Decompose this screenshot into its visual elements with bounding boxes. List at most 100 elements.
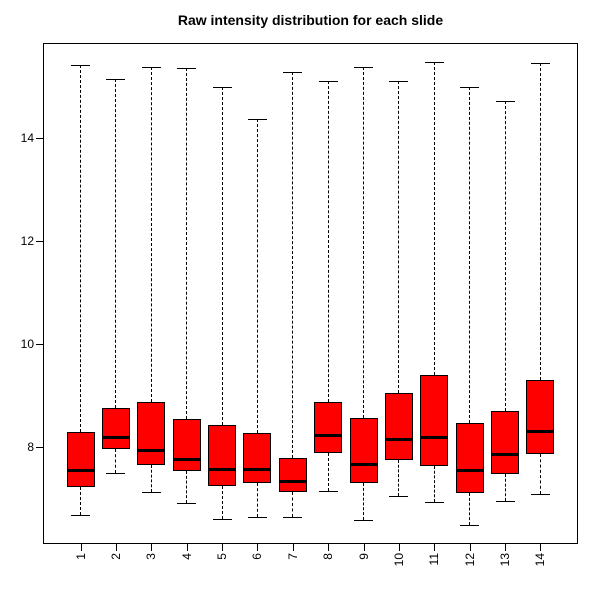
slide-2-box: [101, 407, 130, 449]
slide-9-upper-whisker: [363, 67, 365, 418]
slide-10-median-line: [384, 438, 413, 442]
x-axis-tick-label: 12: [462, 553, 477, 567]
x-axis-tick: [115, 544, 117, 551]
slide-14-upper-whisker: [539, 62, 541, 381]
slide-9-upper-whisker-cap: [354, 67, 374, 69]
plot-area: [43, 43, 578, 544]
y-axis-tick: [36, 344, 43, 346]
slide-8-median-line: [314, 434, 343, 438]
y-axis-tick-label: 8: [27, 440, 34, 455]
x-axis-tick-label: 5: [215, 553, 230, 560]
x-axis-tick-label: 14: [533, 553, 548, 567]
slide-10-box: [384, 393, 413, 460]
x-axis-tick: [469, 544, 471, 551]
x-axis-tick-label: 3: [144, 553, 159, 560]
y-axis-tick: [36, 447, 43, 449]
slide-4-upper-whisker: [186, 67, 188, 420]
slide-10-upper-whisker-cap: [389, 80, 409, 82]
slide-1-lower-whisker: [80, 487, 81, 516]
slide-1-upper-whisker-cap: [71, 64, 90, 66]
slide-6-median-line: [243, 468, 272, 472]
slide-14-lower-whisker-cap: [530, 493, 550, 495]
x-axis-tick-label: 6: [250, 553, 265, 560]
slide-14-upper-whisker-cap: [530, 62, 550, 64]
slide-2-upper-whisker-cap: [106, 78, 126, 80]
y-axis-tick-label: 10: [20, 337, 34, 352]
slide-6-lower-whisker-cap: [247, 516, 267, 518]
slide-1-upper-whisker: [80, 64, 81, 432]
slide-12-upper-whisker-cap: [460, 87, 480, 89]
slide-11-upper-whisker: [433, 61, 435, 375]
slide-4-lower-whisker-cap: [177, 502, 197, 504]
slide-11-lower-whisker-cap: [424, 501, 444, 503]
slide-10-upper-whisker: [398, 80, 400, 394]
slide-14-median-line: [526, 429, 555, 433]
x-axis-tick-label: 8: [321, 553, 336, 560]
slide-4-lower-whisker: [186, 471, 188, 503]
x-axis-tick: [257, 544, 259, 551]
slide-10-lower-whisker-cap: [389, 496, 409, 498]
slide-13-median-line: [491, 453, 520, 457]
slide-1-box: [66, 431, 95, 488]
x-axis-tick: [328, 544, 330, 551]
y-axis-tick-label: 14: [20, 131, 34, 146]
slide-14-lower-whisker: [539, 454, 541, 494]
slide-2-lower-whisker: [115, 448, 117, 473]
x-axis-tick-label: 9: [356, 553, 371, 560]
x-axis-tick-label: 1: [73, 553, 88, 560]
x-axis-tick: [363, 544, 365, 551]
slide-3-upper-whisker: [150, 66, 152, 402]
slide-12-median-line: [455, 469, 484, 473]
slide-8-upper-whisker: [327, 80, 329, 402]
slide-12-box: [455, 422, 484, 493]
slide-11-lower-whisker: [433, 466, 435, 502]
slide-13-lower-whisker-cap: [495, 501, 515, 503]
x-axis-tick-label: 10: [391, 553, 406, 567]
slide-2-median-line: [101, 435, 130, 439]
slide-3-box: [137, 401, 166, 465]
slide-11-upper-whisker-cap: [424, 61, 444, 63]
slide-4-median-line: [172, 458, 201, 462]
slide-8-lower-whisker: [327, 452, 329, 491]
slide-2-upper-whisker: [115, 78, 117, 408]
slide-5-lower-whisker-cap: [212, 518, 232, 520]
slide-2-lower-whisker-cap: [106, 472, 126, 474]
slide-3-median-line: [137, 448, 166, 452]
slide-7-upper-whisker-cap: [283, 72, 303, 74]
y-axis-tick: [36, 241, 43, 243]
x-axis-tick-label: 7: [285, 553, 300, 560]
slide-12-lower-whisker: [469, 493, 471, 525]
slide-9-lower-whisker-cap: [354, 520, 374, 522]
slide-3-upper-whisker-cap: [141, 66, 161, 68]
slide-1-lower-whisker-cap: [71, 515, 90, 517]
x-axis-tick: [434, 544, 436, 551]
slide-13-upper-whisker: [504, 100, 506, 412]
slide-5-upper-whisker: [221, 86, 223, 425]
chart-title: Raw intensity distribution for each slid…: [177, 12, 444, 28]
x-axis-tick: [80, 544, 82, 551]
x-axis-tick: [540, 544, 542, 551]
slide-8-box: [314, 401, 343, 453]
slide-7-upper-whisker: [292, 72, 294, 458]
slide-7-median-line: [278, 480, 307, 484]
slide-8-upper-whisker-cap: [318, 80, 338, 82]
slide-13-box: [491, 411, 520, 475]
x-axis-tick: [398, 544, 400, 551]
slide-7-box: [278, 458, 307, 492]
slide-6-box: [243, 433, 272, 483]
slide-14-box: [526, 380, 555, 455]
slide-13-upper-whisker-cap: [495, 100, 515, 102]
slide-7-lower-whisker-cap: [283, 516, 303, 518]
slide-1-median-line: [66, 469, 95, 473]
x-axis-tick: [186, 544, 188, 551]
x-axis-tick: [292, 544, 294, 551]
slide-11-box: [420, 374, 449, 467]
x-axis-tick: [505, 544, 507, 551]
slide-9-lower-whisker: [363, 483, 365, 521]
slide-9-box: [349, 417, 378, 484]
slide-7-lower-whisker: [292, 491, 294, 517]
slide-13-lower-whisker: [504, 474, 506, 502]
slide-5-median-line: [208, 468, 237, 472]
slide-12-upper-whisker: [469, 87, 471, 423]
